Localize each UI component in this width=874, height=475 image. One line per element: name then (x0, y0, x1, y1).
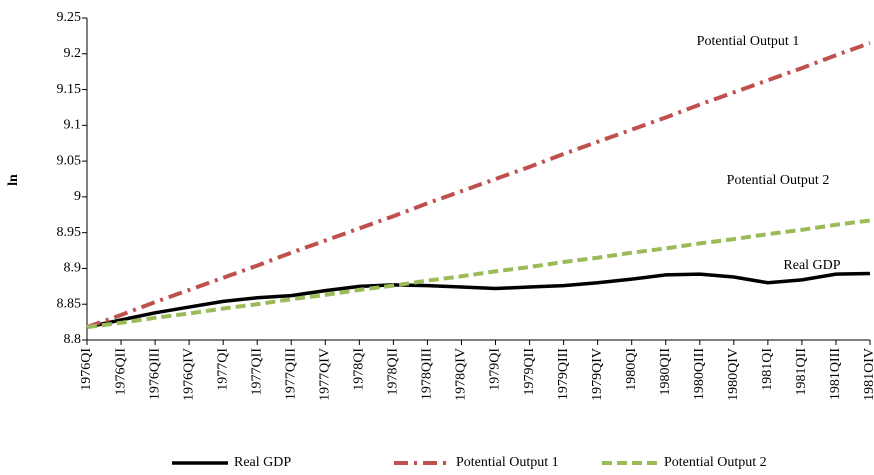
x-tick-label: 1978QI (352, 348, 367, 391)
legend-label: Potential Output 1 (456, 455, 559, 470)
y-tick-label: 9.15 (57, 82, 82, 97)
x-tick-label: 1976QI (79, 348, 94, 391)
x-tick-label: 1978QIV (454, 348, 469, 401)
series-line (86, 271, 871, 329)
x-tick-label: 1977QII (249, 348, 264, 396)
x-tick-label: 1977QIV (318, 348, 333, 401)
y-tick-label: 9 (74, 189, 81, 204)
legend-label: Potential Output 2 (664, 455, 767, 470)
x-tick-label: 1976QIV (181, 348, 196, 401)
x-tick-label: 1978QIII (420, 348, 435, 400)
legend-label: Real GDP (234, 455, 291, 470)
annotation: Potential Output 1 (697, 34, 800, 49)
x-tick-label: 1980QIV (726, 348, 741, 401)
y-tick-label: 8.9 (64, 261, 82, 276)
x-tick-label: 1981QII (794, 348, 809, 396)
x-tick-label: 1976QIII (147, 348, 162, 400)
y-tick-label: 9.2 (64, 46, 82, 61)
x-tick-label: 1980QI (624, 348, 639, 391)
x-tick-label: 1976QII (113, 348, 128, 396)
x-tick-label: 1979QI (488, 348, 503, 391)
x-tick-label: 1977QIII (283, 348, 298, 400)
annotation: Real GDP (783, 258, 840, 273)
y-tick-label: 8.95 (57, 225, 82, 240)
y-tick-label: 8.8 (64, 332, 82, 347)
x-tick-label: 1981OIV (862, 348, 874, 401)
x-tick-label: 1979QIII (556, 348, 571, 400)
y-axis-label: ln (6, 174, 21, 186)
y-tick-label: 9.05 (57, 153, 82, 168)
series-line (86, 41, 871, 330)
y-tick-label: 9.25 (57, 10, 82, 25)
x-tick-label: 1980QIII (692, 348, 707, 400)
y-tick-label: 9.1 (64, 118, 82, 133)
x-tick-label: 1977QI (215, 348, 230, 391)
annotation: Potential Output 2 (727, 173, 830, 188)
x-tick-label: 1979QIV (590, 348, 605, 401)
x-tick-label: 1981QIII (828, 348, 843, 400)
y-tick-label: 8.85 (57, 296, 82, 311)
x-tick-label: 1980QII (658, 348, 673, 396)
x-tick-label: 1981QI (760, 348, 775, 391)
x-tick-label: 1978QII (386, 348, 401, 396)
series-line (86, 218, 871, 330)
x-tick-label: 1979QII (522, 348, 537, 396)
